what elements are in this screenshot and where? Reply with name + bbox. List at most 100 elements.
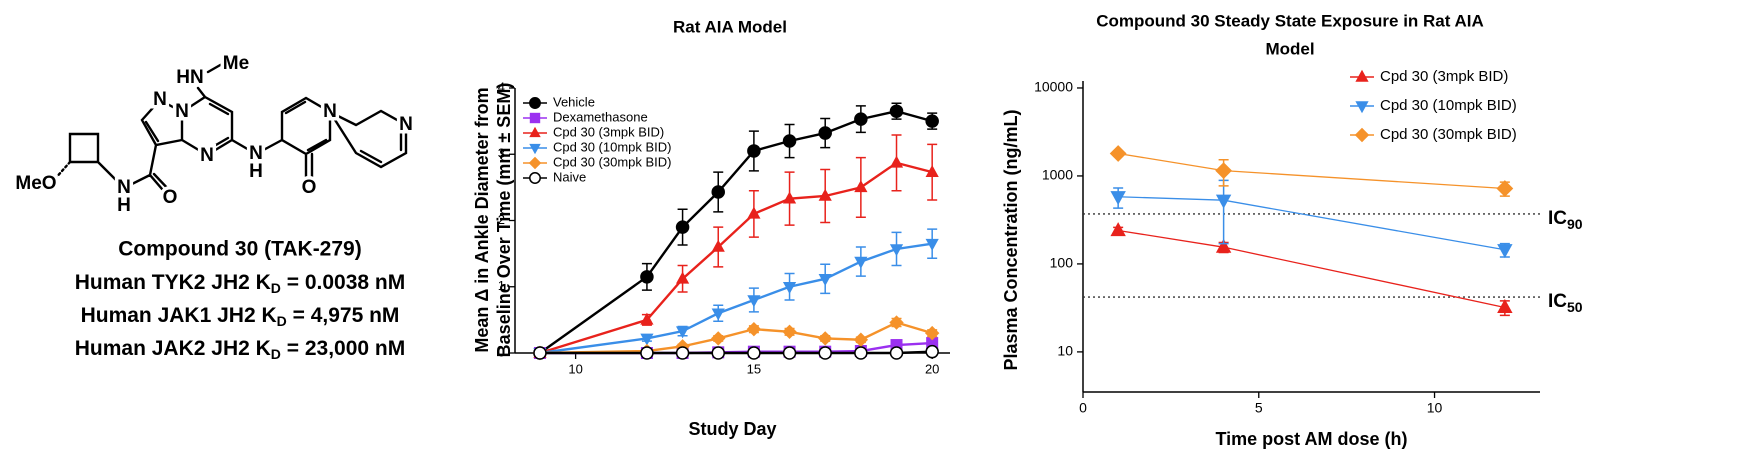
series-line	[539, 109, 933, 354]
error-bar	[1218, 179, 1229, 245]
series-line	[1118, 196, 1505, 251]
legend-label: Cpd 30 (10mpk BID)	[1380, 97, 1517, 114]
legend-label: Cpd 30 (3mpk BID)	[553, 124, 664, 139]
marker	[711, 308, 725, 321]
marker	[782, 134, 797, 148]
legend-label: Cpd 30 (3mpk BID)	[1380, 68, 1508, 85]
marker	[889, 346, 904, 360]
atom-label: H	[249, 161, 263, 182]
marker	[746, 321, 762, 337]
marker	[889, 315, 904, 330]
compound-property: Human JAK2 JH2 KD = 23,000 nM	[75, 337, 406, 362]
threshold-label-sub: 90	[1567, 216, 1583, 232]
marker	[711, 331, 726, 346]
marker	[1355, 69, 1369, 82]
marker	[925, 164, 939, 177]
chart-title: Compound 30 Steady State Exposure in Rat…	[1096, 11, 1484, 30]
marker	[675, 326, 690, 339]
series-line	[539, 242, 933, 355]
legend-label: Cpd 30 (10mpk BID)	[553, 139, 672, 154]
marker	[640, 312, 654, 325]
chart-title: Rat AIA Model	[673, 17, 787, 36]
chemical-structure: HN Me N N N MeO N H O N H O N N	[12, 50, 416, 220]
legend-label: Naive	[553, 169, 586, 184]
marker	[818, 274, 832, 286]
marker	[533, 346, 547, 360]
marker	[747, 144, 761, 158]
marker	[889, 155, 904, 168]
atom-label: MeO	[15, 173, 56, 194]
threshold-label: IC90	[1548, 208, 1583, 232]
marker	[1110, 191, 1126, 206]
marker	[675, 220, 690, 234]
legend-label: Cpd 30 (30mpk BID)	[553, 154, 672, 169]
y-tick-label: 0	[498, 344, 505, 359]
marker	[529, 172, 541, 184]
marker	[675, 346, 690, 360]
marker	[711, 346, 725, 360]
marker	[675, 271, 690, 284]
marker	[711, 239, 725, 252]
hashed-bond	[52, 160, 72, 182]
marker	[889, 244, 904, 257]
bonds	[68, 62, 408, 198]
marker	[782, 191, 797, 204]
chart-title: Model	[1265, 39, 1314, 58]
marker	[925, 344, 939, 359]
marker	[782, 281, 797, 294]
y-tick-label: 1	[498, 278, 505, 293]
marker	[818, 126, 832, 140]
x-tick-label: 5	[1255, 400, 1263, 416]
marker	[1355, 101, 1369, 114]
marker	[853, 332, 869, 347]
atom-label: N	[117, 177, 131, 198]
atom-label: N	[175, 101, 189, 122]
marker	[640, 333, 654, 346]
atom-label: O	[163, 187, 178, 208]
marker	[640, 346, 654, 360]
legend-label: Cpd 30 (30mpk BID)	[1380, 126, 1517, 143]
y-tick-label: 10000	[1034, 79, 1073, 95]
marker	[529, 97, 541, 109]
marker	[640, 270, 654, 284]
marker	[854, 256, 868, 269]
atom-label: Me	[223, 53, 249, 74]
legend-label: Dexamethasone	[553, 109, 648, 124]
atom-label: N	[200, 145, 214, 166]
marker	[529, 143, 541, 155]
x-tick-label: 10	[568, 361, 582, 376]
marker	[889, 104, 904, 118]
marker	[529, 112, 541, 124]
series-line	[1118, 229, 1505, 309]
y-tick-label: 1000	[1042, 167, 1073, 183]
marker	[782, 324, 797, 339]
x-tick-label: 15	[747, 361, 761, 376]
series-line	[539, 350, 933, 355]
marker	[925, 114, 939, 128]
marker	[854, 180, 868, 193]
compound-name: Compound 30 (TAK-279)	[118, 238, 361, 261]
x-tick-label: 0	[1079, 400, 1087, 416]
atom-label: H	[117, 195, 131, 216]
marker	[528, 156, 542, 170]
marker	[1497, 244, 1513, 259]
atom-label: N	[323, 101, 337, 122]
marker	[854, 346, 868, 360]
y-tick-label: 100	[1050, 255, 1074, 271]
atom-label: N	[153, 89, 167, 110]
atom-label: N	[399, 114, 413, 135]
marker	[1215, 162, 1233, 180]
x-axis-label: Study Day	[688, 419, 776, 439]
marker	[1354, 127, 1370, 143]
marker	[854, 112, 868, 126]
x-tick-label: 10	[1427, 400, 1443, 416]
x-axis-label: Time post AM dose (h)	[1215, 429, 1407, 449]
marker	[747, 206, 761, 219]
marker	[1215, 238, 1232, 253]
threshold-label-text: IC	[1548, 208, 1567, 229]
series-line	[539, 161, 933, 355]
marker	[711, 185, 725, 199]
marker	[1215, 194, 1232, 209]
marker	[924, 325, 940, 341]
